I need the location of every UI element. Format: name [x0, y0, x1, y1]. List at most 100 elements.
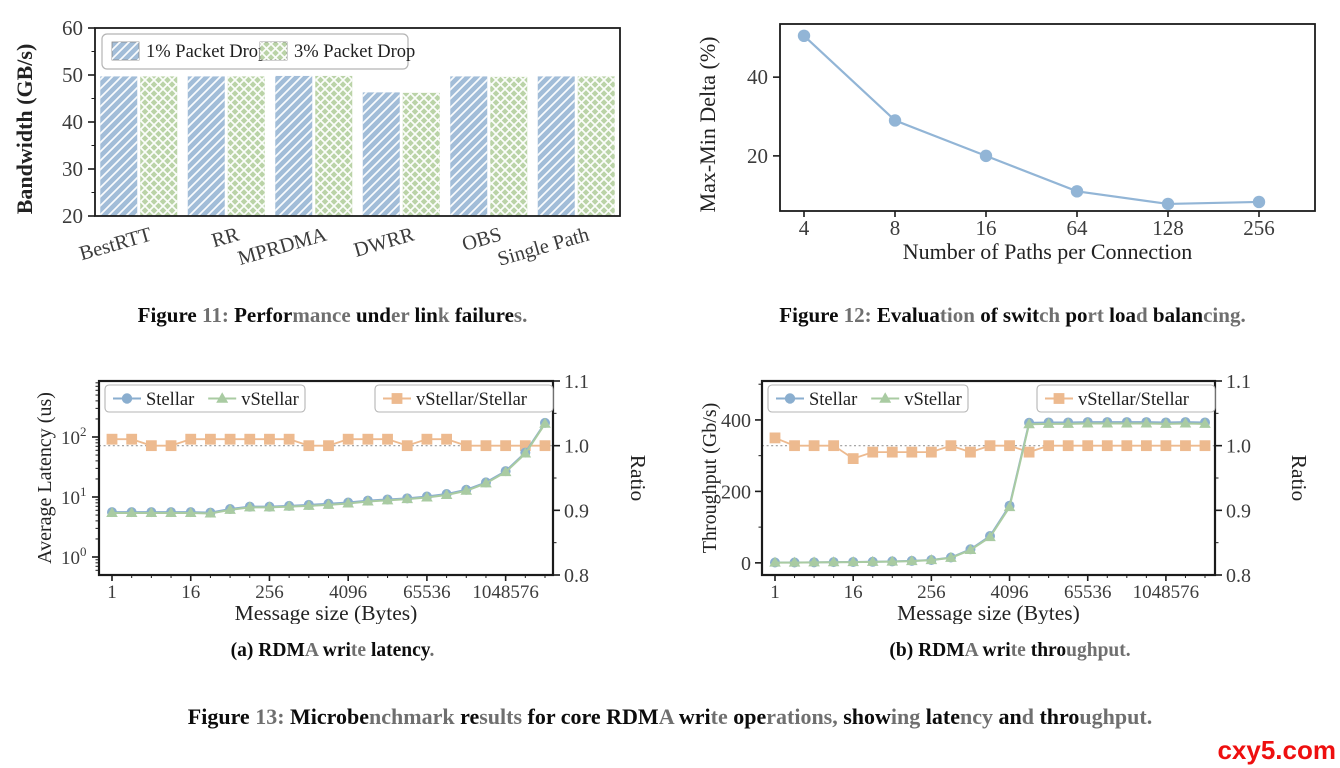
caption-segment: re — [460, 704, 480, 729]
svg-text:102: 102 — [61, 424, 87, 449]
svg-text:0.9: 0.9 — [1226, 500, 1251, 522]
svg-text:Single Path: Single Path — [495, 224, 591, 271]
caption-segment: late — [925, 704, 960, 729]
svg-text:Stellar: Stellar — [809, 390, 857, 410]
fig13b-throughput-chart: 0 200 400 0.8 0.9 1.0 1.1 1 16 256 4096 65536 104857… — [700, 372, 1311, 624]
svg-text:100: 100 — [61, 544, 87, 569]
axes: 100 101 102 0.8 0.9 1.0 1.1 1 16 256 4096 65536 1048… — [35, 372, 650, 624]
svg-text:Throughput (Gb/s): Throughput (Gb/s) — [700, 403, 721, 554]
axes: 20 40 4 8 16 64 128 256 Number of Paths per Conn… — [695, 23, 1316, 264]
svg-text:1: 1 — [107, 582, 117, 603]
caption-segment: wri — [678, 704, 711, 729]
svg-text:Max-Min Delta (%): Max-Min Delta (%) — [695, 37, 720, 213]
svg-text:256: 256 — [917, 582, 946, 603]
svg-text:3% Packet Drop: 3% Packet Drop — [294, 42, 415, 62]
caption-segment: A — [964, 640, 983, 661]
svg-text:Ratio: Ratio — [1287, 455, 1311, 502]
svg-text:0.8: 0.8 — [564, 565, 589, 587]
caption-segment: k — [437, 303, 455, 327]
svg-text:256: 256 — [255, 582, 284, 603]
caption-segment: d — [1135, 303, 1153, 327]
caption-segment: Evalua — [876, 303, 940, 327]
svg-text:16: 16 — [976, 216, 997, 240]
caption-segment: und — [355, 303, 391, 327]
svg-text:60: 60 — [62, 16, 83, 40]
svg-text:1.0: 1.0 — [564, 436, 589, 458]
caption-segment: Figure — [187, 704, 256, 729]
svg-text:vStellar/Stellar: vStellar/Stellar — [1078, 390, 1189, 410]
ratio-series — [106, 433, 551, 452]
svg-text:20: 20 — [747, 144, 768, 168]
caption-segment: tion — [939, 303, 981, 327]
svg-text:1.1: 1.1 — [564, 372, 589, 393]
svg-text:0.9: 0.9 — [564, 500, 589, 522]
caption-segment: nchmark — [369, 704, 461, 729]
caption-segment: thro — [1030, 640, 1067, 661]
caption-segment: rations, — [766, 704, 844, 729]
axes: 0 200 400 0.8 0.9 1.0 1.1 1 16 256 4096 65536 104857… — [700, 372, 1311, 624]
caption-segment: Figure — [137, 303, 202, 327]
caption-segment: ughput. — [1066, 640, 1131, 661]
svg-text:Number of Paths per Connection: Number of Paths per Connection — [903, 239, 1193, 264]
svg-text:256: 256 — [1243, 216, 1275, 240]
caption-segment: ch — [1039, 303, 1066, 327]
svg-text:64: 64 — [1067, 216, 1089, 240]
caption-segment: ing — [890, 704, 926, 729]
caption-segment: 12: — [843, 303, 877, 327]
caption-segment: A — [658, 704, 679, 729]
figure12-caption: Figure 12: Evaluation of switch port loa… — [690, 302, 1335, 328]
svg-text:1.0: 1.0 — [1226, 436, 1251, 458]
svg-text:4096: 4096 — [329, 582, 367, 603]
caption-segment: Microbe — [290, 704, 370, 729]
caption-segment: ughput. — [1079, 704, 1153, 729]
svg-text:30: 30 — [62, 157, 83, 181]
caption-segment: of swit — [980, 303, 1040, 327]
caption-segment: 11: — [201, 303, 235, 327]
svg-text:16: 16 — [181, 582, 200, 603]
caption-segment: Figure — [779, 303, 844, 327]
svg-text:vStellar: vStellar — [904, 390, 962, 410]
caption-segment: ope — [733, 704, 767, 729]
caption-segment: po — [1065, 303, 1088, 327]
svg-text:vStellar/Stellar: vStellar/Stellar — [416, 390, 527, 410]
caption-segment: A — [304, 640, 323, 661]
ratio-series — [769, 432, 1211, 464]
caption-segment: for core RDM — [527, 704, 659, 729]
svg-text:4096: 4096 — [991, 582, 1029, 603]
caption-segment: thro — [1039, 704, 1080, 729]
svg-text:20: 20 — [62, 204, 83, 228]
legend: Stellar vStellar vStellar/Stellar — [767, 384, 1216, 413]
svg-text:4: 4 — [799, 216, 810, 240]
svg-text:8: 8 — [890, 216, 901, 240]
caption-segment: ncy — [959, 704, 999, 729]
svg-text:1048576: 1048576 — [472, 582, 539, 603]
caption-segment: s. — [513, 303, 528, 327]
caption-segment: rt — [1087, 303, 1110, 327]
caption-segment: te — [1010, 640, 1031, 661]
caption-segment: balan — [1152, 303, 1204, 327]
caption-segment: cing. — [1203, 303, 1246, 327]
svg-text:Message size (Bytes): Message size (Bytes) — [235, 601, 418, 624]
svg-text:400: 400 — [721, 410, 751, 432]
caption-segment: lin — [414, 303, 438, 327]
caption-segment: wri — [322, 640, 351, 661]
watermark-cxy5: cxy5.com — [1217, 735, 1336, 765]
svg-text:200: 200 — [721, 481, 751, 503]
bars — [100, 75, 615, 216]
vstellar-series — [106, 417, 551, 518]
legend: 1% Packet Drop 3% Packet Drop — [101, 33, 415, 70]
svg-text:Message size (Bytes): Message size (Bytes) — [897, 601, 1080, 624]
caption-segment: d — [1021, 704, 1040, 729]
fig12-load-balancing-line-chart: 20 40 4 8 16 64 128 256 Number of Paths per Conn… — [695, 23, 1316, 264]
svg-text:Average Latency (us): Average Latency (us) — [35, 392, 56, 564]
svg-text:1% Packet Drop: 1% Packet Drop — [146, 42, 267, 62]
svg-text:1: 1 — [770, 582, 780, 603]
legend: Stellar vStellar vStellar/Stellar — [104, 384, 554, 413]
svg-text:vStellar: vStellar — [241, 390, 299, 410]
caption-segment: sults — [479, 704, 528, 729]
caption-segment: wri — [982, 640, 1011, 661]
vstellar-series — [769, 417, 1211, 567]
caption-segment: . — [429, 640, 435, 661]
